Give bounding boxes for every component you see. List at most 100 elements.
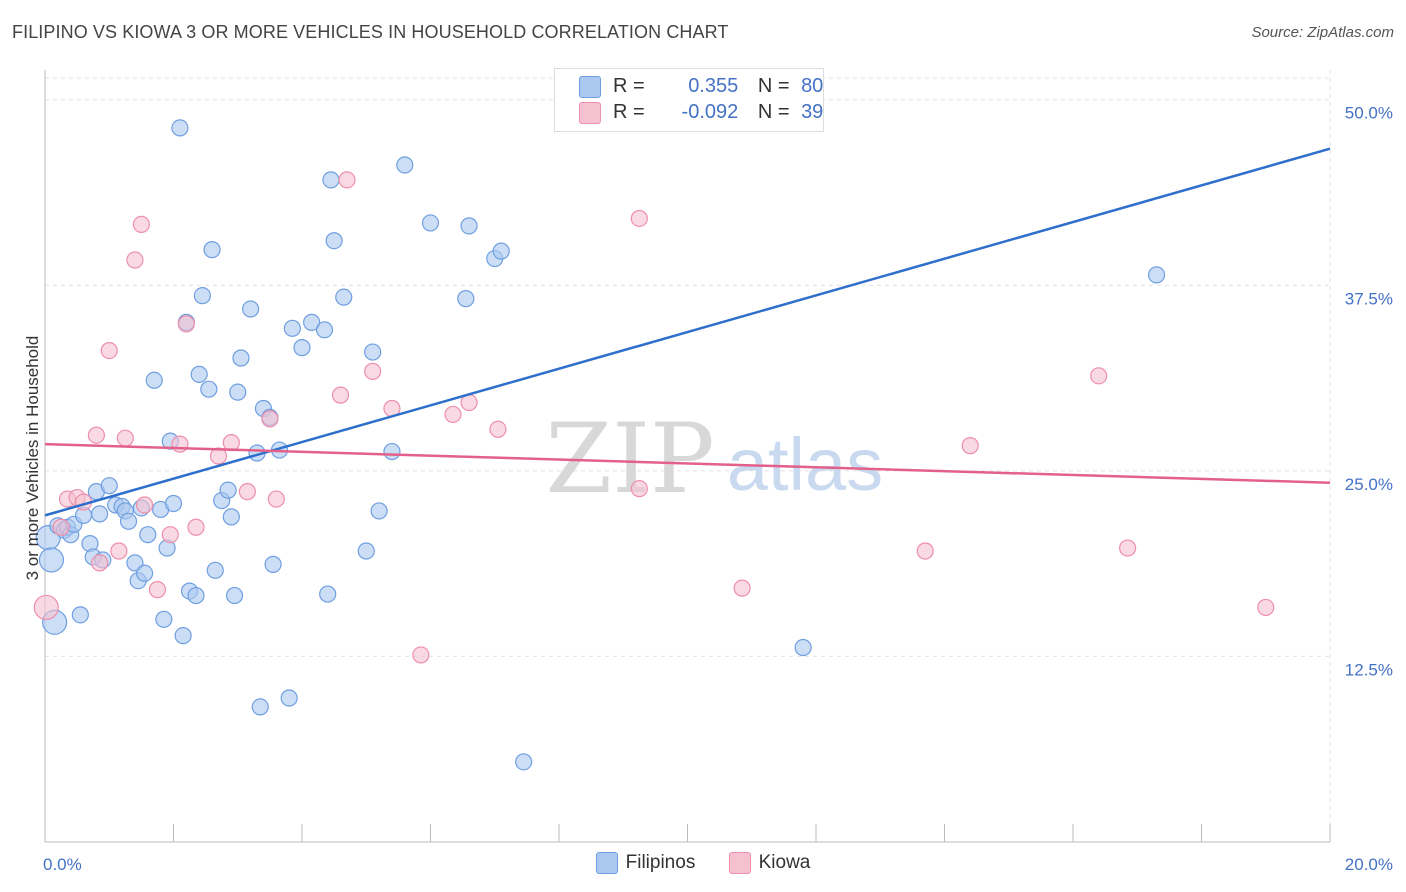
series-legend: Filipinos Kiowa [0,852,1406,874]
kiowa-point-11 [132,215,150,233]
filipino-point-44 [225,586,244,605]
kiowa-point-34 [916,542,934,560]
kiowa-legend-swatch [728,852,751,874]
kiowa-point-15 [171,435,189,453]
kiowa-point-28 [444,405,462,424]
kiowa-point-36 [1090,367,1108,385]
filipino-point-54 [280,689,298,707]
kiowa-point-35 [961,437,979,455]
y-tick-label-0: 12.5% [1345,660,1393,679]
filipino-point-63 [357,542,375,560]
kiowa-point-19 [222,434,240,452]
kiowa-point-21 [261,410,279,428]
kiowa-point-9 [116,429,134,447]
y-tick-label-2: 37.5% [1345,289,1393,308]
filipino-point-47 [242,300,260,318]
kiowa-point-0 [33,594,59,621]
kiowa-point-5 [87,426,106,444]
y-tick-label-1: 25.0% [1345,475,1393,494]
filipino-point-46 [232,349,250,367]
kiowa-point-10 [126,251,144,269]
x-tick-label-1: 20.0% [1345,855,1393,874]
y-axis-label: 3 or more Vehicles in Household [23,336,42,581]
filipino-point-60 [322,171,340,189]
filipino-point-27 [155,610,173,628]
x-tick-label-0: 0.0% [43,855,82,874]
filipinos-swatch [595,852,618,874]
filipino-point-42 [219,481,237,499]
filipino-point-57 [303,313,321,331]
kiowa-point-27 [412,646,430,664]
filipino-point-40 [206,561,224,579]
kiowa-point-7 [100,341,118,360]
kiowa-trend-line [44,442,1331,484]
kiowa-point-1 [52,518,70,536]
filipino-point-13 [91,505,109,523]
filipino-point-75 [1147,266,1166,284]
points [33,119,1275,771]
kiowa-point-17 [187,518,205,536]
filipino-point-36 [190,365,208,383]
filipino-swatch [579,75,601,98]
filipino-point-55 [283,319,301,337]
kiowa-point-25 [364,362,382,380]
filipino-point-43 [222,508,240,526]
legend-item-filipinos: Filipinos [595,852,696,874]
filipino-point-24 [139,526,157,544]
kiowa-point-24 [338,171,356,189]
filipino-point-72 [492,242,510,260]
kiowa-point-6 [91,554,109,572]
filipino-point-58 [315,321,334,339]
filipino-trend-line [44,147,1331,517]
filipino-r-label: R = [613,75,645,97]
filipino-point-31 [171,119,189,137]
kiowa-point-14 [161,526,179,544]
filipino-point-74 [794,638,812,657]
legend-label-filipinos: Filipinos [625,852,696,874]
correlation-legend: R = 0.355 N = 80 R = -0.092 N = 39 [554,68,824,132]
filipino-n-value: 80 [801,75,824,97]
filipino-point-59 [319,585,337,603]
kiowa-r-label: R = [613,101,645,123]
filipino-r-value: 0.355 [688,75,739,97]
kiowa-point-22 [267,490,285,508]
filipino-point-35 [187,586,205,605]
filipino-point-49 [251,698,269,716]
kiowa-point-31 [630,480,648,498]
filipino-point-37 [193,287,212,305]
filipino-point-68 [421,214,440,232]
axes [44,70,1331,843]
filipino-point-65 [370,502,388,520]
filipino-point-66 [383,442,401,461]
filipino-point-19 [119,512,138,530]
filipino-point-23 [135,564,154,582]
filipino-n-label: N = [757,75,790,97]
tick-labels: 12.5% 25.0% 37.5% 50.0% 0.0% 20.0% [43,104,1393,874]
kiowa-point-30 [489,420,507,438]
kiowa-point-38 [1257,598,1275,617]
filipino-point-52 [264,555,282,573]
kiowa-point-33 [733,579,751,597]
filipino-point-45 [229,383,247,401]
legend-row-kiowa: R = -0.092 N = 39 [579,101,823,127]
filipino-point-73 [515,753,533,771]
kiowa-n-label: N = [757,101,790,123]
filipino-point-1 [38,547,65,573]
filipino-point-67 [396,156,414,174]
filipino-point-8 [71,606,89,624]
chart-title: FILIPINO VS KIOWA 3 OR MORE VEHICLES IN … [12,22,729,42]
kiowa-swatch [579,101,601,124]
trend-lines [44,147,1331,517]
legend-label-kiowa: Kiowa [758,852,811,874]
filipino-point-38 [200,380,218,398]
filipino-point-62 [335,288,353,306]
legend-item-kiowa: Kiowa [728,852,811,874]
kiowa-point-16 [177,315,195,333]
filipino-point-25 [145,371,163,389]
kiowa-point-12 [135,496,154,514]
source-label: Source: ZipAtlas.com [1251,24,1394,41]
filipino-point-69 [457,290,475,308]
kiowa-point-37 [1119,539,1137,557]
kiowa-point-18 [209,447,228,465]
